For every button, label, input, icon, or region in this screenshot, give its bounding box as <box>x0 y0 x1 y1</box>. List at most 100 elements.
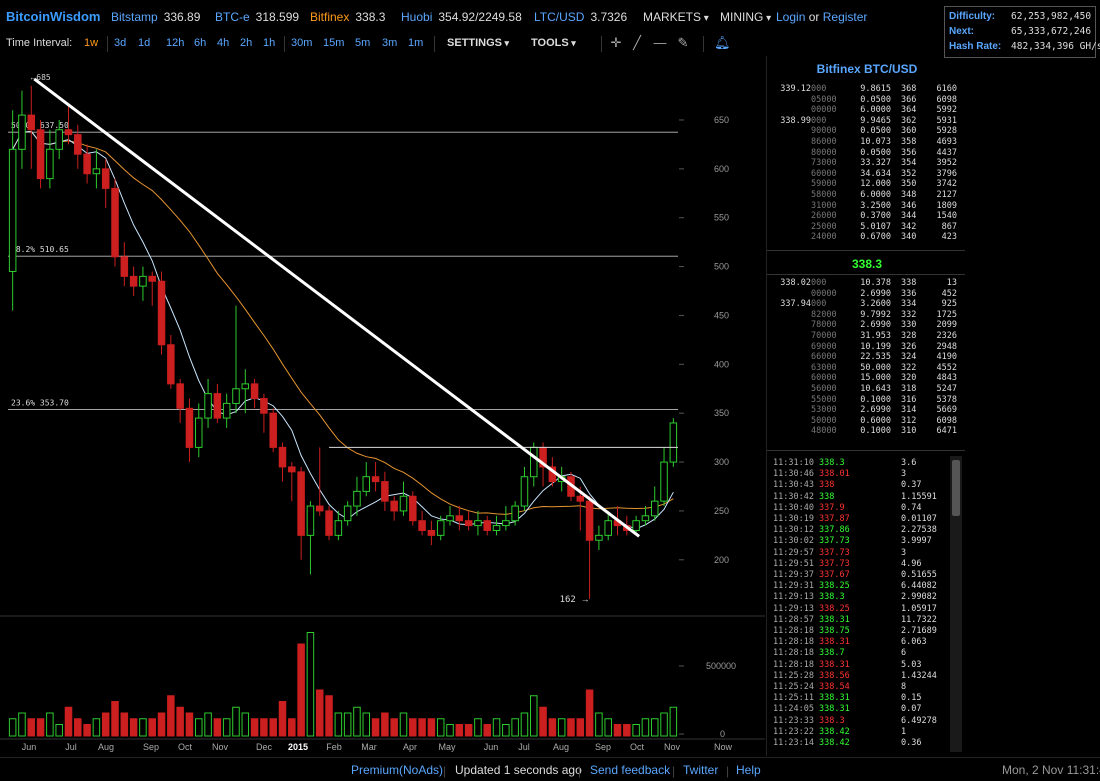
candle-body <box>101 168 110 189</box>
trade-price: 338.25 <box>819 581 850 592</box>
volume-bar <box>409 718 417 737</box>
bids-row: 60000 15.000 320 4843 <box>767 373 965 383</box>
depth-total: 1540 <box>936 211 957 222</box>
x-tick-label: Jul <box>518 742 530 752</box>
candle-body <box>232 388 240 404</box>
help-link[interactable]: Help <box>736 763 761 777</box>
depth-price: 322 <box>901 362 917 373</box>
candle-body <box>595 534 603 541</box>
exchange-bitstamp[interactable]: Bitstamp 336.89 <box>111 10 200 24</box>
trade-row: 11:29:51 337.73 4.96 <box>767 559 957 569</box>
amount: 0.3700 <box>860 211 891 222</box>
exchange-bitfinex[interactable]: Bitfinex 338.3 <box>310 10 385 24</box>
interval-1m[interactable]: 1m <box>408 37 424 49</box>
toolbar-divider <box>601 36 602 52</box>
interval-4h[interactable]: 4h <box>217 37 230 49</box>
login-link[interactable]: Login <box>776 10 806 24</box>
volume-bar <box>204 712 212 737</box>
premium-link[interactable]: Premium(NoAds) <box>351 763 444 777</box>
price-chart[interactable]: 50.0% 637.50 38.2% 510.65 23.6% 353.70 650 6… <box>0 56 765 756</box>
exchange-name: Huobi <box>401 10 433 24</box>
settings-menu[interactable]: SETTINGS <box>447 37 509 49</box>
y-tick-label: 500 <box>714 262 729 272</box>
volume-bar <box>278 701 287 737</box>
depth-price: 368 <box>901 84 917 94</box>
candle-body <box>250 383 259 400</box>
interval-3m[interactable]: 3m <box>382 37 398 49</box>
price-suffix: 000 <box>811 299 827 310</box>
price-suffix: 56000 <box>811 384 837 394</box>
price-suffix: 000 <box>811 278 827 288</box>
feedback-link[interactable]: Send feedback <box>590 763 671 777</box>
pen-tool-icon[interactable]: ✎ <box>677 35 689 50</box>
mining-menu[interactable]: MINING <box>720 10 771 24</box>
candle-body <box>157 280 166 346</box>
price-suffix: 69000 <box>811 341 837 352</box>
trade-time: 11:29:13 <box>773 603 814 614</box>
candle-body <box>204 393 212 419</box>
trade-row: 11:23:22 338.42 1 <box>767 727 957 737</box>
trade-row: 11:30:12 337.86 2.27538 <box>767 525 957 535</box>
twitter-link[interactable]: Twitter <box>683 763 719 777</box>
exchange-btce[interactable]: BTC-e 318.599 <box>215 10 299 24</box>
interval-6h[interactable]: 6h <box>194 37 207 49</box>
register-link[interactable]: Register <box>822 10 868 24</box>
amount: 10.199 <box>860 341 891 352</box>
volume-bar <box>325 695 333 737</box>
price-prefix: 337.94 <box>780 299 811 310</box>
interval-5m[interactable]: 5m <box>355 37 371 49</box>
candle-body <box>632 520 640 531</box>
interval-3d[interactable]: 3d <box>114 37 127 49</box>
tools-menu[interactable]: TOOLS <box>531 37 576 49</box>
trade-amount: 8 <box>901 682 907 692</box>
amount: 0.0500 <box>860 126 891 137</box>
x-tick-label: Now <box>714 742 733 752</box>
candle-body <box>148 275 156 282</box>
order-book: Bitfinex BTC/USD 339.12 000 9.8615 368 6160 0… <box>766 56 967 756</box>
amount: 22.535 <box>860 352 891 363</box>
exchange-name: Bitstamp <box>111 10 158 24</box>
line-tool-icon[interactable]: ╱ <box>633 35 641 50</box>
price-suffix: 63000 <box>811 362 837 373</box>
scrollbar-thumb[interactable] <box>952 460 960 516</box>
interval-12h[interactable]: 12h <box>166 37 185 49</box>
interval-1h[interactable]: 1h <box>263 37 276 49</box>
depth-total: 13 <box>946 278 957 288</box>
volume-bar <box>185 712 194 737</box>
trade-time: 11:30:19 <box>773 514 814 524</box>
depth-price: 342 <box>901 221 917 232</box>
x-tick-label: Sep <box>143 742 159 752</box>
interval-15m[interactable]: 15m <box>323 37 345 49</box>
hline-tool-icon[interactable]: — <box>653 35 667 50</box>
depth-total: 4437 <box>936 147 957 158</box>
x-tick-label: Jul <box>65 742 77 752</box>
trade-row: 11:28:57 338.31 11.7322 <box>767 615 957 625</box>
trade-row: 11:29:37 337.67 0.51655 <box>767 570 957 580</box>
trade-amount: 2.99082 <box>901 592 937 603</box>
exchange-ltcusd[interactable]: LTC/USD 3.7326 <box>534 10 627 24</box>
x-tick-label: Jun <box>484 742 499 752</box>
bell-icon[interactable]: 🔔︎ <box>714 35 731 50</box>
interval-30m[interactable]: 30m <box>291 37 313 49</box>
trades-scrollbar[interactable] <box>950 456 962 752</box>
price-suffix: 000 <box>811 115 827 126</box>
exchange-huobi[interactable]: Huobi 354.92/2249.58 <box>401 10 522 24</box>
chart-canvas[interactable]: 50.0% 637.50 38.2% 510.65 23.6% 353.70 650 6… <box>0 56 765 756</box>
candle-body <box>474 520 482 527</box>
crosshair-icon[interactable]: ✛ <box>610 35 622 50</box>
interval-2h[interactable]: 2h <box>240 37 253 49</box>
markets-menu[interactable]: MARKETS <box>643 10 709 24</box>
candle-body <box>362 476 371 492</box>
interval-1d[interactable]: 1d <box>138 37 151 49</box>
trade-amount: 1.43244 <box>901 670 937 681</box>
trade-row: 11:30:40 337.9 0.74 <box>767 503 957 513</box>
toolbar-divider <box>107 36 108 52</box>
trade-price: 337.87 <box>819 514 850 524</box>
trade-row: 11:28:18 338.31 6.063 <box>767 637 957 647</box>
brand-logo[interactable]: BitcoinWisdom <box>6 9 101 24</box>
bids-row: 48000 0.1000 310 6471 <box>767 426 965 436</box>
interval-1w[interactable]: 1w <box>84 37 99 49</box>
asks-row: 59000 12.000 350 3742 <box>767 179 965 189</box>
depth-price: 344 <box>901 211 917 222</box>
candle-body <box>195 417 203 448</box>
